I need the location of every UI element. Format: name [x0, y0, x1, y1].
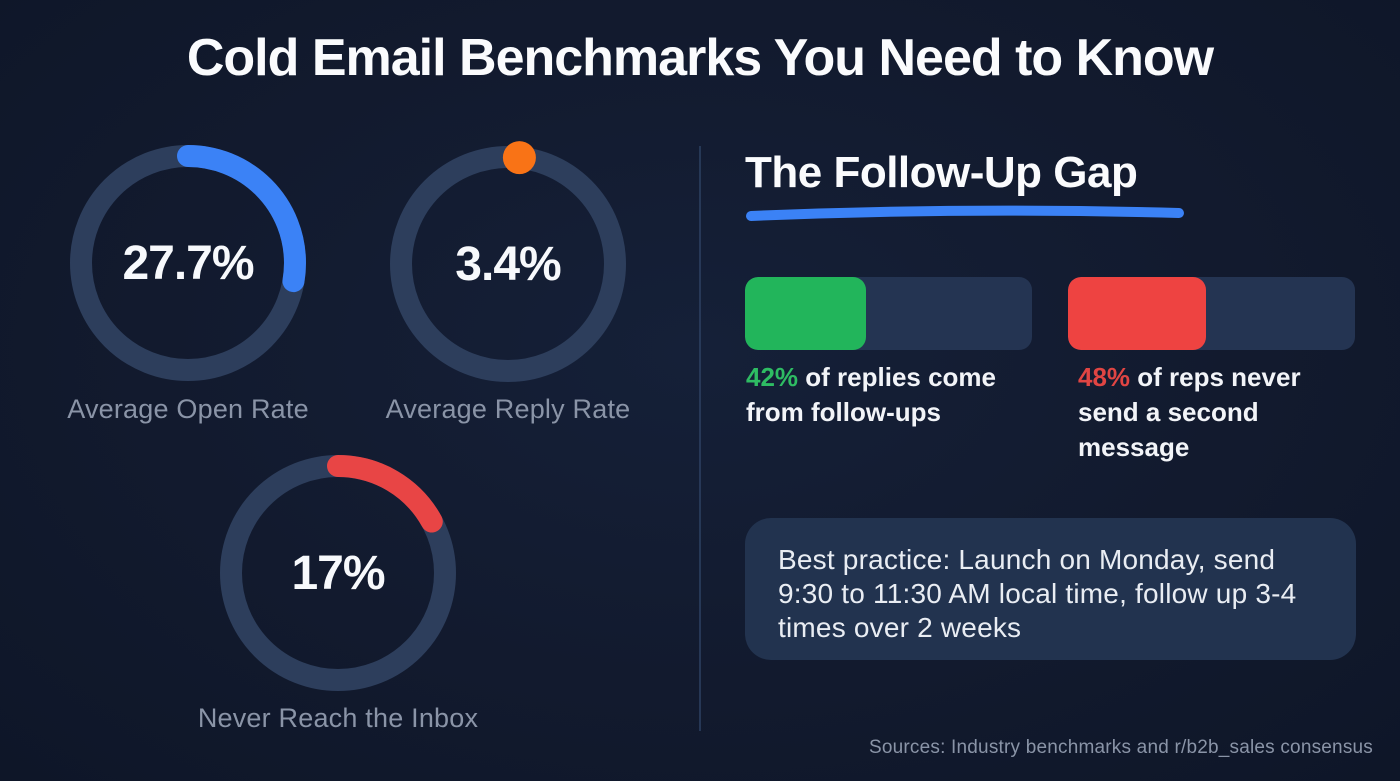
- donut-reply-rate-gauge: [390, 141, 626, 382]
- page-title: Cold Email Benchmarks You Need to Know: [186, 29, 1214, 87]
- best-practice-text: Best practice: Launch on Monday, send 9:…: [778, 544, 1297, 643]
- caption-replies-from-followups: 42% of replies come from follow-ups: [746, 360, 1006, 430]
- caption-reps-text: of reps never send a second message: [1078, 362, 1301, 462]
- donut-reply-rate-label: Average Reply Rate: [385, 394, 631, 424]
- progress-bar-reps-no-second-message: [1068, 277, 1355, 350]
- donut-reply-rate: 3.4%: [388, 141, 628, 384]
- caption-reps-percent: 48%: [1078, 362, 1131, 392]
- caption-reps-no-second-message: 48% of reps never send a second message: [1078, 360, 1346, 465]
- heading-underline-stroke: [746, 205, 1184, 221]
- caption-replies-text: of replies come from follow-ups: [746, 362, 997, 427]
- progress-bar-reps-fill: [1068, 277, 1206, 350]
- sources-note: Sources: Industry benchmarks and r/b2b_s…: [868, 737, 1373, 758]
- donut-never-inbox: 17%: [218, 453, 458, 693]
- donut-never-inbox-label: Never Reach the Inbox: [197, 703, 479, 733]
- donut-open-rate: 27.7%: [68, 143, 308, 383]
- progress-bar-replies-from-followups: [745, 277, 1032, 350]
- best-practice-callout: Best practice: Launch on Monday, send 9:…: [745, 518, 1356, 660]
- donut-reply-rate-value: 3.4%: [455, 237, 561, 291]
- followup-heading: The Follow-Up Gap: [745, 148, 1138, 197]
- donut-never-inbox-value: 17%: [291, 546, 385, 600]
- caption-replies-percent: 42%: [746, 362, 799, 392]
- donut-open-rate-gauge: [70, 145, 306, 381]
- donut-open-rate-label: Average Open Rate: [67, 394, 309, 424]
- donut-open-rate-value: 27.7%: [122, 236, 254, 290]
- vertical-divider: [699, 146, 701, 731]
- progress-bar-replies-fill: [745, 277, 866, 350]
- donut-never-inbox-gauge: [220, 455, 456, 691]
